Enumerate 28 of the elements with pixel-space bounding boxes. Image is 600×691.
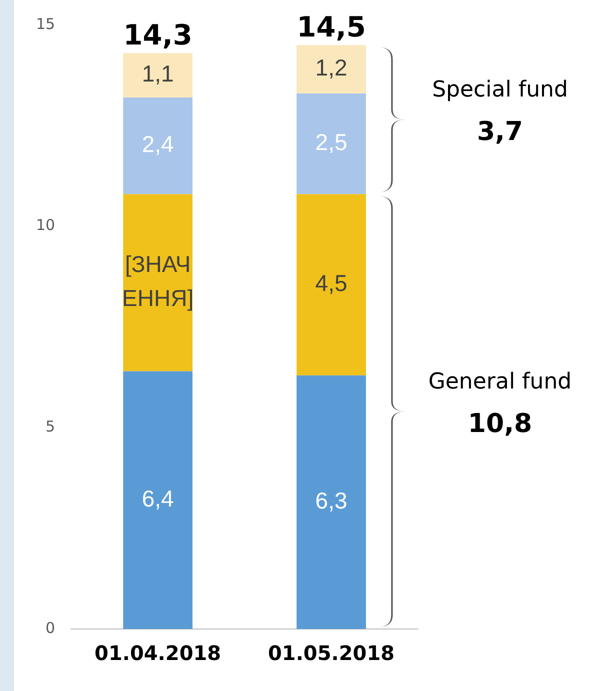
y-tick-label: 5 bbox=[46, 418, 56, 436]
bar bbox=[123, 194, 193, 372]
x-tick-label: 01.05.2018 bbox=[268, 641, 395, 666]
bar bbox=[123, 371, 193, 629]
data-label: 6,3 bbox=[315, 488, 348, 514]
text: Special fund bbox=[432, 77, 568, 102]
data-label: 2,5 bbox=[315, 129, 348, 156]
x-tick-label: 01.04.2018 bbox=[94, 641, 222, 666]
data-label: 2,4 bbox=[142, 131, 174, 158]
y-tick-label: 0 bbox=[46, 618, 56, 637]
bar bbox=[296, 93, 366, 194]
text: 3,7 bbox=[476, 116, 524, 147]
total-label: 14,3 bbox=[123, 18, 192, 52]
bar bbox=[123, 53, 193, 98]
total-label: 14,5 bbox=[296, 10, 366, 44]
data-label: 6,4 bbox=[142, 485, 174, 512]
text: General fund bbox=[428, 369, 572, 394]
data-label: [ЗНАЧЕННЯ] bbox=[122, 251, 194, 312]
y-tick-label: 15 bbox=[36, 14, 56, 33]
data-label: 1,1 bbox=[142, 60, 174, 87]
bar bbox=[296, 375, 366, 629]
bar bbox=[296, 45, 366, 94]
bar bbox=[296, 194, 366, 376]
data-label: 4,5 bbox=[315, 270, 348, 296]
y-tick-label: 10 bbox=[36, 216, 56, 234]
text: 10,8 bbox=[468, 408, 532, 439]
data-label: 1,2 bbox=[315, 54, 348, 81]
bar bbox=[123, 97, 193, 194]
